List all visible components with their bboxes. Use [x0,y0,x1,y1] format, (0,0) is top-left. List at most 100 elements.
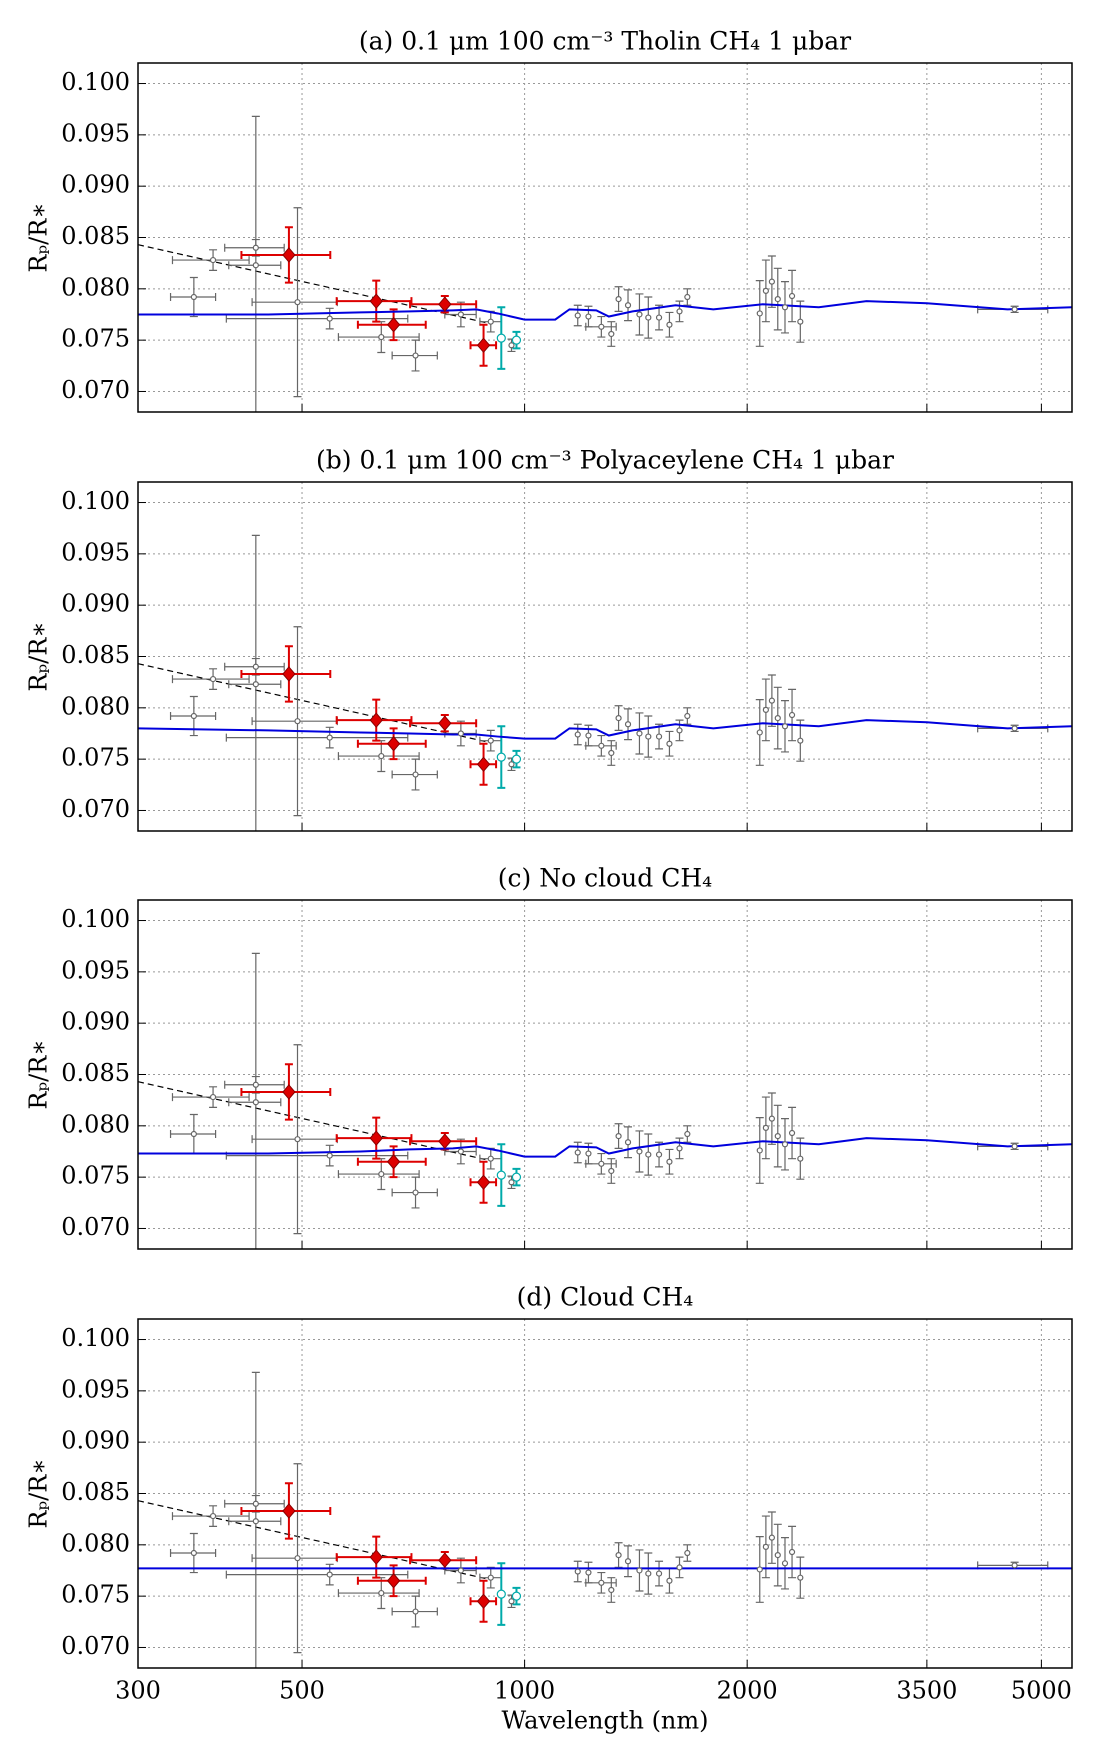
marker [608,1167,615,1175]
marker [1011,1143,1018,1150]
y-tick-label: 0.075 [61,325,130,353]
y-tick-label: 0.075 [61,744,130,772]
marker [768,1534,775,1541]
marker [294,1555,301,1562]
marker [209,256,217,264]
marker [496,333,506,343]
marker [655,314,663,321]
panel: (d) Cloud CH₄ Rₚ/R∗ 300 500 1000 2000 3500 5000… [25,1283,1073,1705]
marker [378,1170,385,1178]
marker [574,1568,581,1575]
y-tick-label: 0.100 [61,68,130,96]
y-axis-label: Rₚ/R∗ [25,1039,53,1109]
y-tick-label: 0.095 [61,119,130,147]
y-axis-label: Rₚ/R∗ [25,202,53,272]
marker [608,1586,615,1594]
marker [774,1132,781,1140]
marker [1011,306,1018,313]
x-error-bar [225,733,409,742]
marker [676,1145,683,1152]
marker [412,771,419,778]
marker [386,1572,401,1589]
trend-line [138,1500,491,1581]
marker [282,666,296,682]
marker [209,1093,217,1101]
y-tick-label: 0.100 [61,1324,130,1352]
marker [574,1149,581,1156]
marker [496,752,506,762]
marker [511,1172,522,1182]
marker [496,1589,506,1599]
marker [768,278,775,285]
marker [684,712,691,720]
panel-title: (b) 0.1 μm 100 cm⁻³ Polyaceylene CH₄ 1 μ… [316,446,894,475]
marker [476,337,491,354]
y-tick-label: 0.095 [61,538,130,566]
y-tick-label: 0.095 [61,1375,130,1403]
plot-frame [137,62,1073,413]
x-error-bar [225,1570,409,1579]
marker [252,681,259,688]
marker [797,318,804,325]
y-tick-label: 0.070 [61,376,130,404]
x-tick-label: 2000 [717,1677,778,1705]
marker [615,1132,622,1140]
marker [294,299,301,306]
marker [788,1548,796,1556]
marker [797,1155,804,1162]
panel: (b) 0.1 μm 100 cm⁻³ Polyaceylene CH₄ 1 μ… [25,446,1073,832]
marker [636,730,643,737]
marker [190,1130,197,1138]
marker [797,737,804,744]
marker [508,761,515,768]
model-line [138,1137,1072,1158]
plot-content [138,534,1072,831]
marker [684,293,691,301]
y-tick-label: 0.095 [61,956,130,984]
marker [252,1099,259,1106]
marker [788,292,796,300]
marker [645,1570,652,1577]
y-tick-label: 0.080 [61,1529,130,1557]
marker [457,1567,464,1574]
marker [797,1574,804,1581]
y-axis-label: Rₚ/R∗ [25,621,53,691]
y-axis-label: Rₚ/R∗ [25,1458,53,1528]
marker [598,742,605,749]
marker [756,1566,763,1573]
x-tick-label: 300 [115,1677,161,1705]
marker [282,247,296,263]
marker [190,712,197,720]
marker [666,321,673,328]
marker [378,1589,385,1597]
y-tick-label: 0.085 [61,222,130,250]
y-tick-label: 0.090 [61,171,130,199]
plot-frame [137,481,1073,832]
y-tick-label: 0.090 [61,1008,130,1036]
y-tick-label: 0.100 [61,905,130,933]
marker [378,333,385,341]
marker [574,731,581,738]
marker [476,756,491,773]
marker [676,727,683,734]
marker [252,1500,259,1507]
marker [608,330,615,338]
marker [624,721,632,728]
marker [511,335,522,345]
marker [252,663,259,670]
marker [624,1139,632,1146]
trend-line [138,1081,491,1162]
marker [252,1081,259,1088]
marker [511,1591,522,1601]
marker [645,1151,652,1158]
y-tick-label: 0.080 [61,1110,130,1138]
x-axis-label: Wavelength (nm) [501,1707,708,1735]
marker [676,1564,683,1571]
marker [476,1593,491,1610]
plot-content [138,115,1072,412]
x-tick-label: 1000 [494,1677,555,1705]
marker [378,752,385,760]
marker [438,1552,452,1568]
y-tick-label: 0.075 [61,1162,130,1190]
